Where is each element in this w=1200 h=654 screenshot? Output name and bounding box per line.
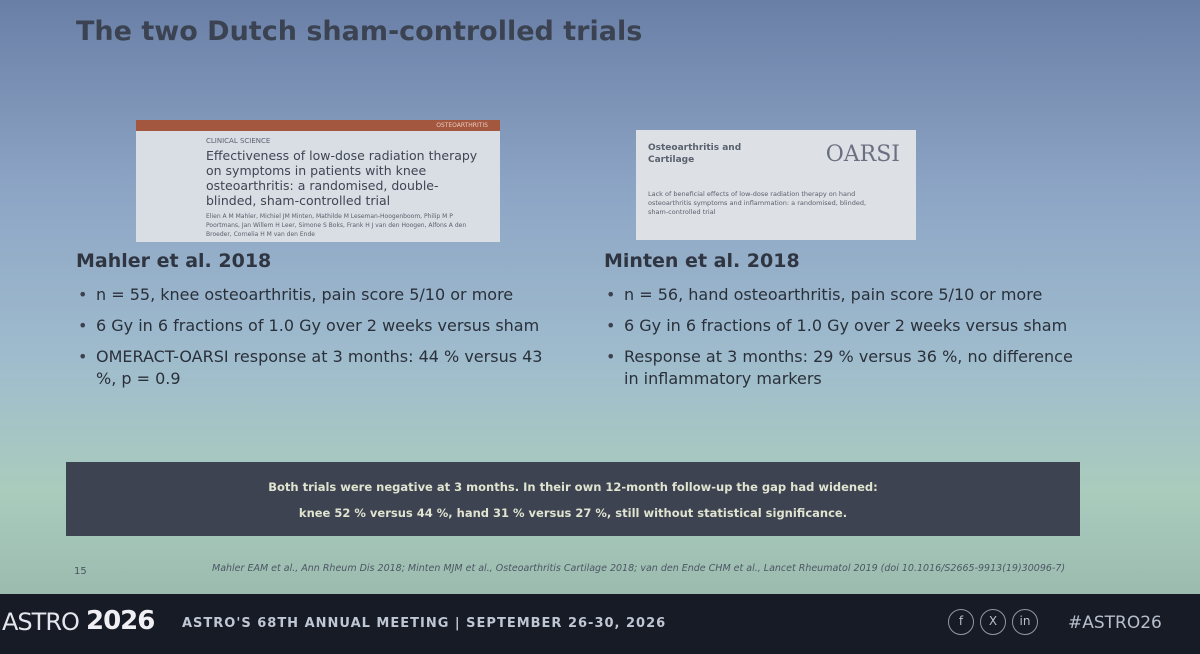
social-icon[interactable]: X — [980, 609, 1006, 635]
column-heading: Mahler et al. 2018 — [76, 250, 272, 272]
callout-line: knee 52 % versus 44 %, hand 31 % versus … — [298, 506, 848, 520]
brand: ASTRO — [2, 608, 80, 636]
bullet: Response at 3 months: 29 % versus 36 %, … — [604, 346, 1084, 390]
bullet: n = 55, knee osteoarthritis, pain score … — [76, 284, 566, 306]
references: Mahler EAM et al., Ann Rheum Dis 2018; M… — [212, 563, 1066, 574]
paper-title: Lack of beneficial effects of low-dose r… — [648, 190, 867, 216]
bullet-list: n = 55, knee osteoarthritis, pain score … — [76, 284, 566, 390]
footer-bar: ASTRO 2026 ASTRO'S 68TH ANNUAL MEETING |… — [0, 594, 1200, 654]
slide-title: The two Dutch sham-controlled trials — [76, 16, 643, 47]
hashtag: #ASTRO26 — [1068, 613, 1162, 633]
callout-line: Both trials were negative at 3 months. I… — [268, 480, 878, 494]
paper-authors: Elien A M Mahler, Michiel JM Minten, Mat… — [206, 213, 467, 238]
journal-band: OSTEOARTHRITIS — [136, 120, 500, 131]
brand-year: 2026 — [86, 606, 155, 636]
journal-logo: OARSI — [825, 142, 900, 167]
bullet: 6 Gy in 6 fractions of 1.0 Gy over 2 wee… — [604, 315, 1084, 337]
social-icon[interactable]: in — [1012, 609, 1038, 635]
meeting-info: ASTRO'S 68TH ANNUAL MEETING | SEPTEMBER … — [182, 616, 667, 631]
trial-column: Minten et al. 2018 n = 56, hand osteoart… — [604, 250, 1084, 399]
paper-title: Effectiveness of low-dose radiation ther… — [206, 148, 478, 208]
trial-column: Mahler et al. 2018 n = 55, knee osteoart… — [76, 250, 566, 399]
bullet: OMERACT-OARSI response at 3 months: 44 %… — [76, 346, 566, 390]
social-icon[interactable]: f — [948, 609, 974, 635]
page-number: 15 — [74, 566, 87, 577]
bullet: 6 Gy in 6 fractions of 1.0 Gy over 2 wee… — [76, 315, 566, 337]
column-heading: Minten et al. 2018 — [604, 250, 800, 272]
callout-box: Both trials were negative at 3 months. I… — [66, 462, 1080, 536]
bullet: n = 56, hand osteoarthritis, pain score … — [604, 284, 1084, 306]
paper-thumbnail: OSTEOARTHRITIS CLINICAL SCIENCE Effectiv… — [136, 120, 500, 242]
paper-thumbnail: Osteoarthritis and Cartilage OARSI Lack … — [636, 130, 916, 240]
journal-name: Osteoarthritis and Cartilage — [648, 143, 742, 165]
paper-section: CLINICAL SCIENCE — [206, 137, 271, 145]
bullet-list: n = 56, hand osteoarthritis, pain score … — [604, 284, 1084, 390]
